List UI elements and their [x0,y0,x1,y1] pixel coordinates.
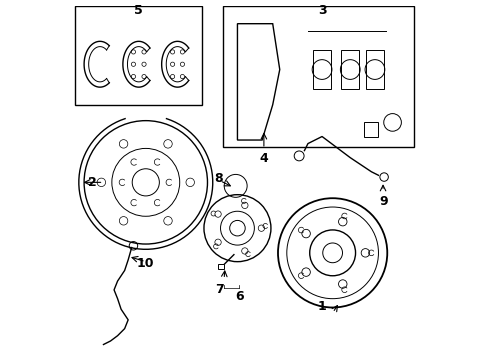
Bar [341,50,358,89]
Text: 5: 5 [134,4,143,17]
Bar [223,6,413,147]
Text: 6: 6 [234,290,243,303]
Bar [218,265,224,269]
Text: 1: 1 [317,301,326,314]
Text: 7: 7 [215,283,224,296]
Bar [75,6,202,105]
Bar [313,50,330,89]
Bar [366,50,383,89]
Text: 8: 8 [214,172,223,185]
Text: 3: 3 [317,4,325,17]
Text: 2: 2 [87,176,96,189]
Text: 4: 4 [259,152,268,165]
Text: 10: 10 [137,257,154,270]
Text: 9: 9 [379,195,387,208]
Bar [364,122,378,136]
